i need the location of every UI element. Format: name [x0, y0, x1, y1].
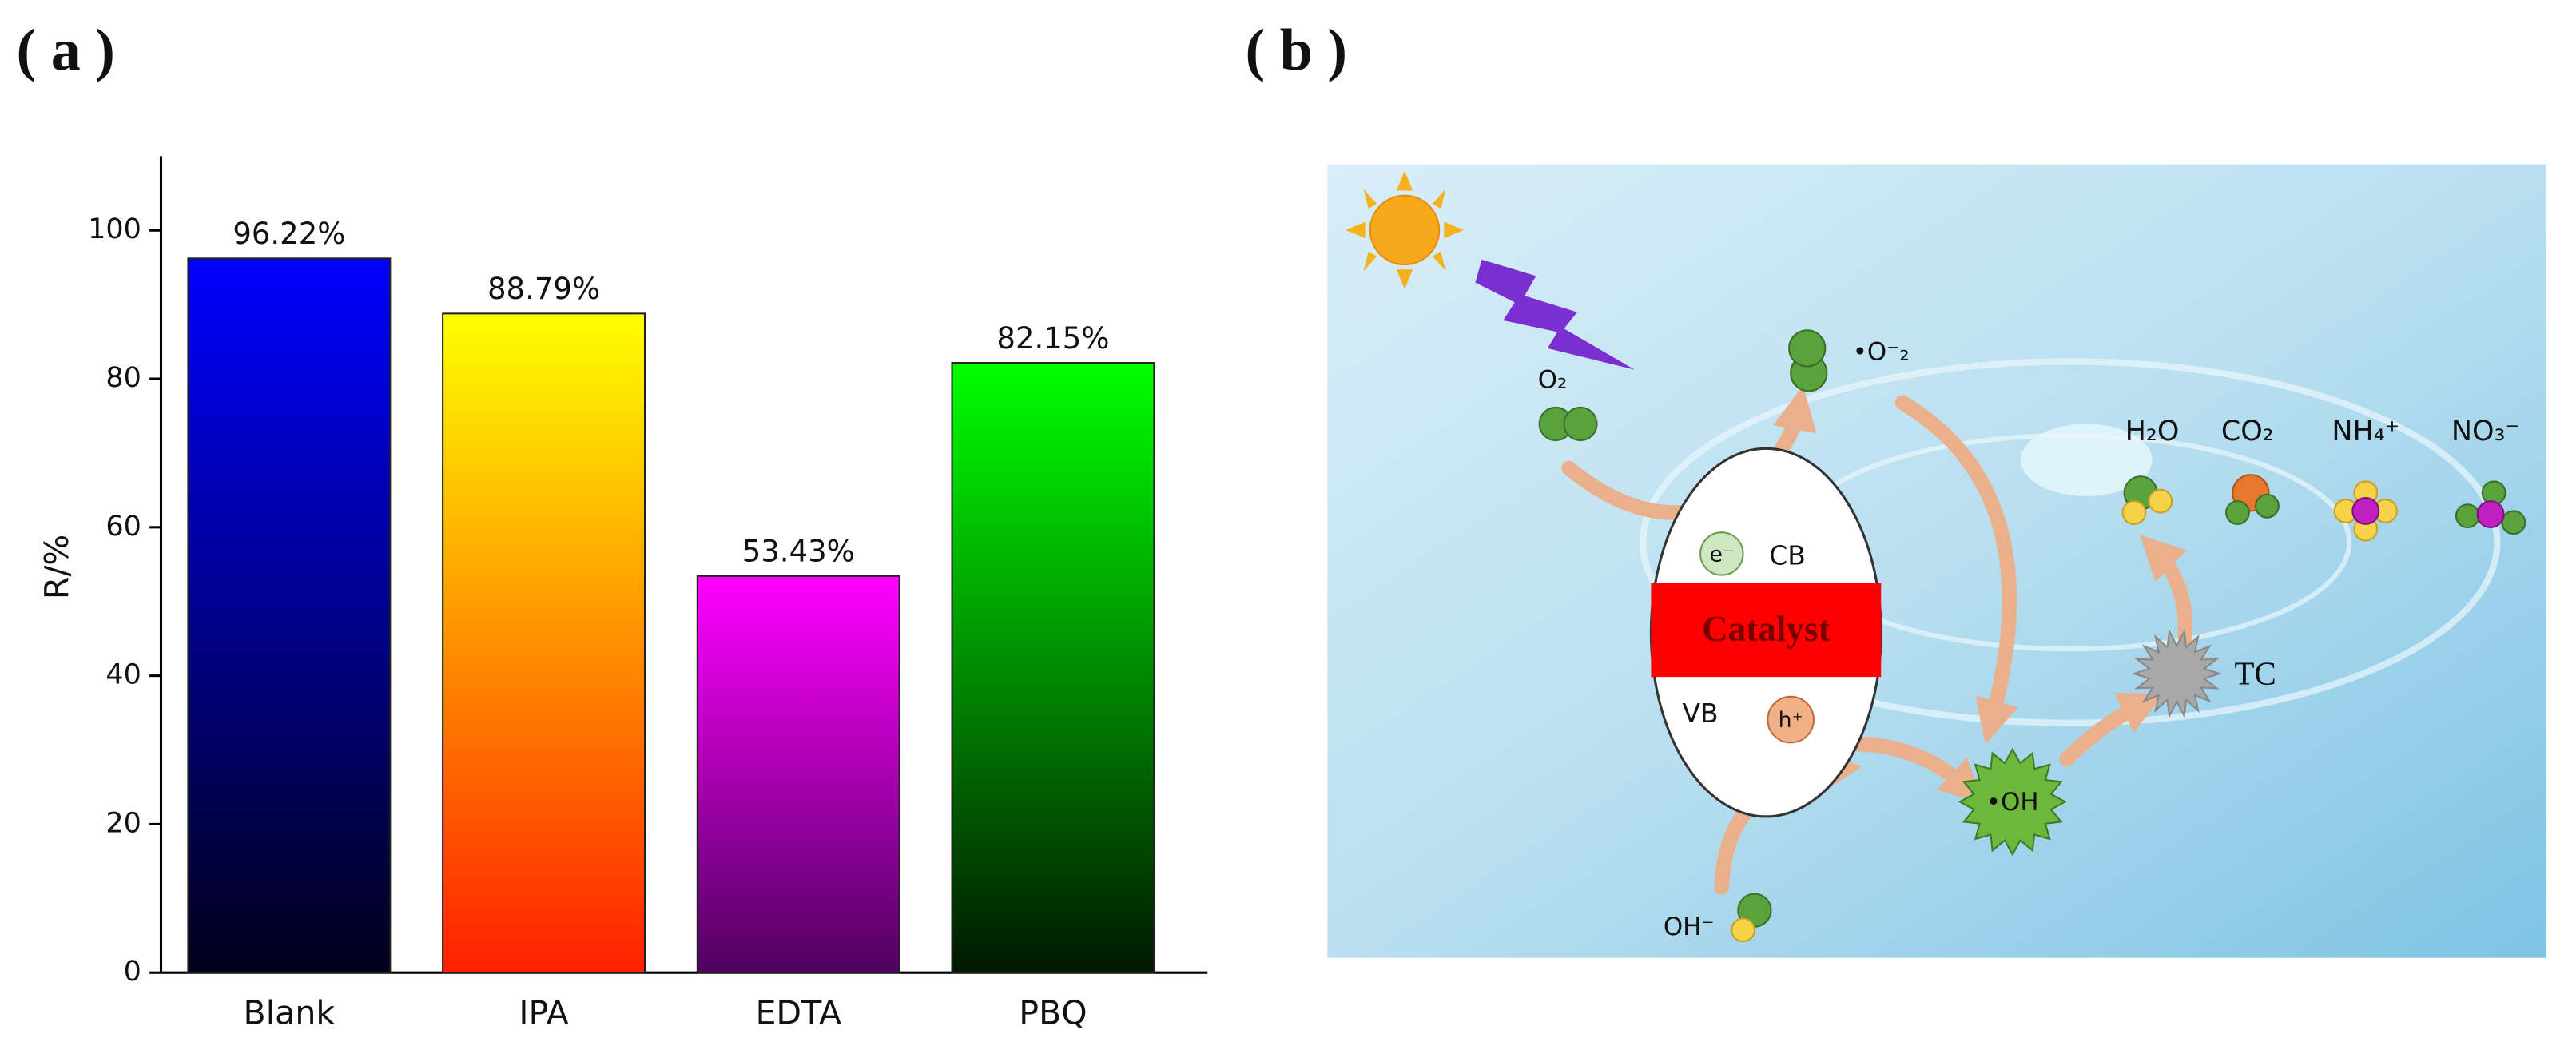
bar	[951, 362, 1155, 974]
x-tick-label: Blank	[244, 994, 336, 1032]
hydroxyl-radical	[1958, 747, 2067, 857]
electron	[1699, 531, 1744, 576]
arrow	[2059, 693, 2165, 767]
o2-label: O₂	[1538, 366, 1568, 395]
y-tick-label: 40	[105, 659, 141, 691]
x-tick-label: EDTA	[755, 994, 841, 1032]
y-axis-label: R/%	[38, 535, 76, 599]
y-tick-label: 0	[124, 956, 141, 988]
panel-label: ( b )	[1246, 18, 1347, 83]
bar	[696, 575, 900, 974]
superoxide-label: •O⁻₂	[1853, 338, 1910, 367]
y-tick-label: 20	[105, 807, 141, 839]
cb-label: CB	[1769, 540, 1806, 571]
sun	[1345, 170, 1465, 289]
product-label: CO₂	[2221, 416, 2274, 447]
y-tick-label: 60	[105, 511, 141, 543]
hole	[1767, 695, 1815, 744]
h2o-molecule	[2121, 475, 2173, 525]
value-label: 88.79%	[487, 272, 600, 306]
arrow	[1894, 395, 2019, 745]
ripple	[1640, 358, 2501, 726]
atom	[1731, 917, 1755, 943]
nh4-molecule	[2333, 480, 2398, 542]
catalyst-band	[1651, 583, 1882, 678]
y-tick-label: 80	[105, 362, 141, 394]
bar-chart: R/% 0 20 40 60 80 100 Blank 96.22% IPA 88.79% EDTA…	[38, 156, 1208, 1032]
no3-molecule	[2455, 480, 2526, 535]
bar	[442, 312, 646, 974]
tc-label: TC	[2234, 655, 2276, 692]
x-tick-label: IPA	[519, 994, 568, 1032]
bar	[187, 257, 392, 974]
y-tick-label: 100	[88, 213, 141, 245]
x-tick-label: PBQ	[1019, 994, 1087, 1032]
value-label: 53.43%	[742, 535, 855, 569]
value-label: 82.15%	[996, 321, 1109, 356]
arrow	[2140, 535, 2193, 646]
electron-label: e⁻	[1710, 542, 1735, 567]
panel-label: ( a )	[17, 18, 115, 83]
product-label: NO₃⁻	[2451, 416, 2520, 447]
catalyst-label: Catalyst	[1702, 609, 1831, 649]
light-bolt	[1475, 259, 1635, 370]
value-label: 96.22%	[233, 217, 345, 251]
droplet	[2021, 424, 2153, 496]
atom	[1788, 329, 1827, 368]
atom	[1563, 406, 1598, 442]
co2-molecule	[2225, 474, 2280, 525]
hole-label: h⁺	[1779, 708, 1803, 733]
product-label: NH₄⁺	[2332, 416, 2399, 447]
hydroxyl-label: •OH	[1986, 788, 2039, 817]
hydroxide-label: OH⁻	[1664, 913, 1715, 941]
tc-molecule	[2131, 629, 2223, 718]
vb-label: VB	[1683, 698, 1719, 729]
product-label: H₂O	[2125, 416, 2180, 447]
mechanism-diagram: Catalyst e⁻ CB VB h⁺ O₂ •O⁻₂ •OH TC H₂O …	[1327, 164, 2546, 958]
